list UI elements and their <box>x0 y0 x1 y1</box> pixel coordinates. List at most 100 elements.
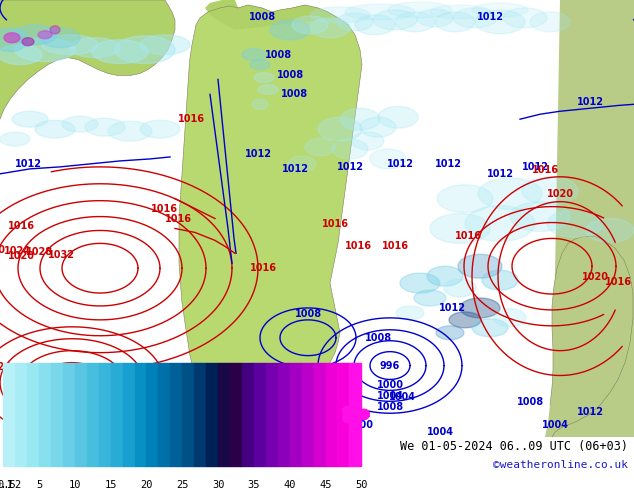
Bar <box>99 363 110 465</box>
Text: 1008: 1008 <box>294 309 321 319</box>
Polygon shape <box>42 35 98 54</box>
Polygon shape <box>475 10 525 34</box>
Bar <box>122 363 134 465</box>
Polygon shape <box>503 8 547 28</box>
Text: 1020: 1020 <box>8 251 35 261</box>
Text: 1020: 1020 <box>547 189 574 199</box>
Text: 1012: 1012 <box>295 368 321 378</box>
Text: 1012: 1012 <box>439 303 465 313</box>
Polygon shape <box>310 7 370 23</box>
Bar <box>15 363 27 465</box>
Polygon shape <box>340 108 380 130</box>
Bar <box>314 363 326 465</box>
Text: 1016: 1016 <box>8 365 35 374</box>
Polygon shape <box>510 202 570 231</box>
Polygon shape <box>337 13 373 31</box>
Polygon shape <box>472 319 508 337</box>
Text: 1012: 1012 <box>522 162 548 172</box>
Text: 0.5: 0.5 <box>0 480 16 490</box>
Bar <box>290 363 302 465</box>
Bar <box>230 363 242 465</box>
Polygon shape <box>453 8 497 28</box>
Text: 5: 5 <box>36 480 42 490</box>
Polygon shape <box>318 117 362 141</box>
Text: 40: 40 <box>283 480 296 490</box>
Text: 1020: 1020 <box>582 271 609 282</box>
Polygon shape <box>252 99 268 109</box>
Text: ©weatheronline.co.uk: ©weatheronline.co.uk <box>493 460 628 469</box>
Polygon shape <box>250 60 270 70</box>
Polygon shape <box>140 120 180 138</box>
Polygon shape <box>270 20 310 40</box>
Polygon shape <box>12 111 48 127</box>
Text: 1000: 1000 <box>377 380 403 391</box>
Polygon shape <box>414 290 446 306</box>
Polygon shape <box>395 12 435 32</box>
Bar <box>337 363 349 465</box>
Text: We 01-05-2024 06..09 UTC (06+03): We 01-05-2024 06..09 UTC (06+03) <box>399 440 628 453</box>
Polygon shape <box>547 210 603 238</box>
Polygon shape <box>292 16 328 34</box>
Bar <box>206 363 218 465</box>
Polygon shape <box>108 121 152 141</box>
Polygon shape <box>460 298 500 318</box>
Text: 45: 45 <box>320 480 332 490</box>
Polygon shape <box>355 15 395 35</box>
Polygon shape <box>85 118 125 136</box>
Polygon shape <box>62 116 98 132</box>
Polygon shape <box>373 10 417 30</box>
Bar <box>278 363 290 465</box>
Text: 1012: 1012 <box>576 98 604 107</box>
Polygon shape <box>586 219 634 243</box>
Text: 1012: 1012 <box>337 162 363 172</box>
Text: 1028: 1028 <box>26 247 53 257</box>
Polygon shape <box>345 4 415 20</box>
Bar <box>158 363 171 465</box>
Text: 1016: 1016 <box>178 114 205 124</box>
Text: 1016: 1016 <box>321 219 349 228</box>
Polygon shape <box>140 35 190 54</box>
Polygon shape <box>0 0 175 119</box>
Polygon shape <box>465 206 535 242</box>
Text: 1016: 1016 <box>605 276 632 287</box>
Text: 1004: 1004 <box>389 392 415 402</box>
Text: 1008: 1008 <box>281 89 309 99</box>
Bar <box>75 363 87 465</box>
Polygon shape <box>458 254 502 278</box>
Text: 1016: 1016 <box>8 221 35 231</box>
Polygon shape <box>13 25 57 45</box>
Text: 1024: 1024 <box>0 363 12 372</box>
Text: 25: 25 <box>176 480 188 490</box>
Polygon shape <box>396 306 424 320</box>
Bar <box>349 363 361 465</box>
Polygon shape <box>92 40 148 64</box>
Text: 1012: 1012 <box>434 159 462 169</box>
Text: 1004: 1004 <box>541 420 569 430</box>
Polygon shape <box>417 9 453 27</box>
Text: 1016: 1016 <box>164 214 191 223</box>
Text: 1012: 1012 <box>387 159 413 169</box>
Text: 1016: 1016 <box>455 231 482 242</box>
Polygon shape <box>472 3 528 17</box>
Polygon shape <box>430 5 490 19</box>
Bar <box>254 363 266 465</box>
Text: 35: 35 <box>248 480 260 490</box>
Polygon shape <box>258 84 278 95</box>
Polygon shape <box>494 309 526 327</box>
Polygon shape <box>388 2 452 18</box>
Bar <box>146 363 158 465</box>
Text: 1004: 1004 <box>427 427 453 437</box>
Text: 1012: 1012 <box>486 169 514 179</box>
Text: 1016: 1016 <box>531 165 559 175</box>
Bar <box>242 363 254 465</box>
Polygon shape <box>0 45 42 65</box>
Text: 1032: 1032 <box>48 250 75 260</box>
Polygon shape <box>449 312 481 328</box>
Text: 1: 1 <box>7 480 13 490</box>
Bar <box>194 363 206 465</box>
Bar <box>183 363 194 465</box>
Bar <box>266 363 278 465</box>
Bar <box>63 363 75 465</box>
Polygon shape <box>242 49 266 61</box>
Bar <box>326 363 337 465</box>
